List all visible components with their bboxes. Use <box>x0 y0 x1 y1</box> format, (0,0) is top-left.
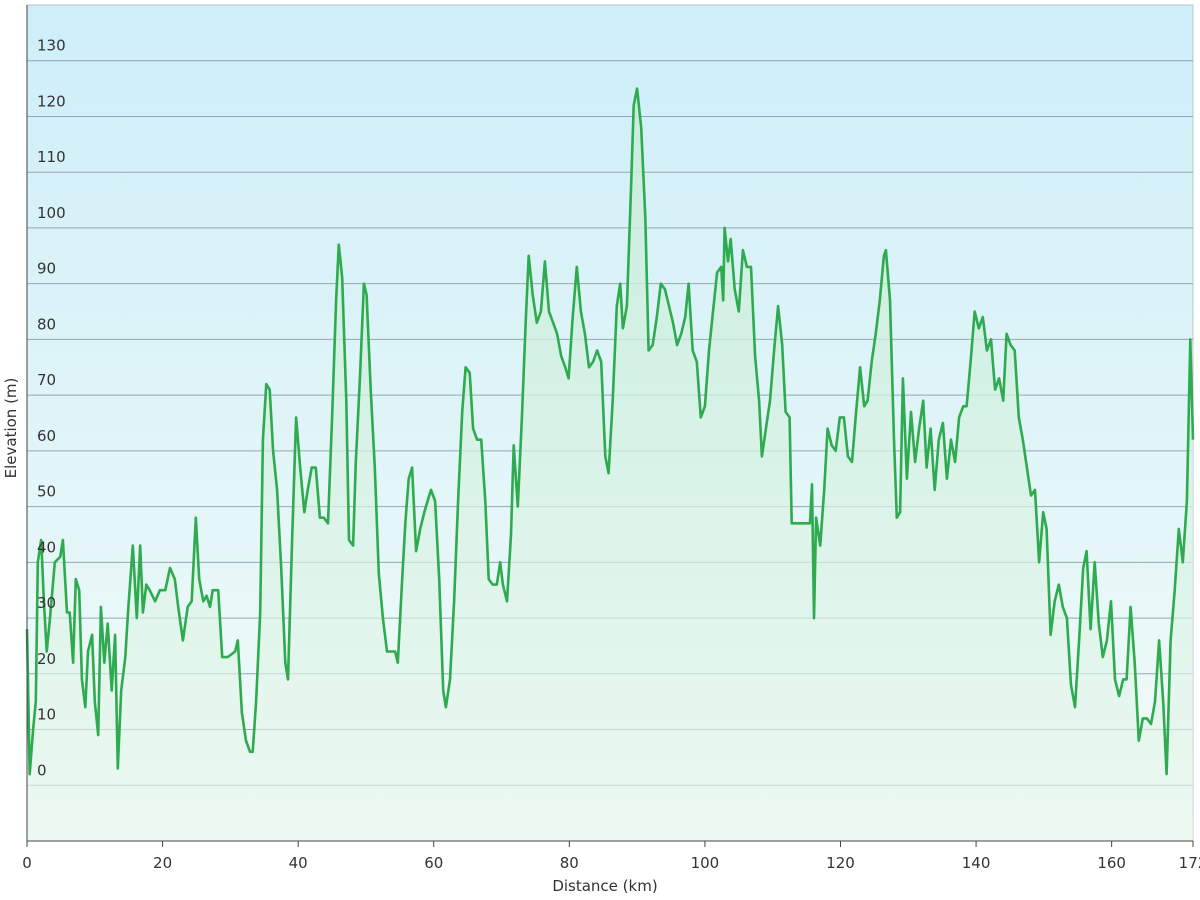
y-tick-label: 20 <box>37 650 56 668</box>
labels: 0 10 20 30 40 50 60 70 80 90 100 110 120 130 0 20 40 60 80… <box>22 37 1200 872</box>
x-tick-label: 0 <box>22 854 32 872</box>
y-tick-label: 80 <box>37 315 56 333</box>
y-tick-label: 10 <box>37 706 56 724</box>
y-tick-label: 70 <box>37 371 56 389</box>
x-tick-label: 80 <box>560 854 579 872</box>
x-tick-label: 60 <box>424 854 443 872</box>
y-tick-label: 0 <box>37 761 47 779</box>
x-tick-label: 120 <box>826 854 855 872</box>
x-tick-label: 140 <box>962 854 991 872</box>
x-tick-label: 40 <box>289 854 308 872</box>
y-tick-label: 130 <box>37 37 66 55</box>
y-tick-label: 110 <box>37 148 66 166</box>
x-tick-label: 160 <box>1097 854 1126 872</box>
y-tick-label: 50 <box>37 483 56 501</box>
y-tick-label: 90 <box>37 260 56 278</box>
marks <box>25 87 1195 842</box>
y-tick-label: 60 <box>37 427 56 445</box>
x-tick-label: 100 <box>691 854 720 872</box>
y-tick-label: 120 <box>37 92 66 110</box>
y-axis-title: Elevation (m) <box>2 378 20 479</box>
x-tick-label: 172 <box>1179 854 1200 872</box>
y-tick-label: 100 <box>37 204 66 222</box>
y-tick-label: 30 <box>37 594 56 612</box>
x-axis-title: Distance (km) <box>552 877 657 895</box>
elevation-line <box>25 87 1195 776</box>
x-tick-label: 20 <box>153 854 172 872</box>
y-tick-label: 40 <box>37 538 56 556</box>
